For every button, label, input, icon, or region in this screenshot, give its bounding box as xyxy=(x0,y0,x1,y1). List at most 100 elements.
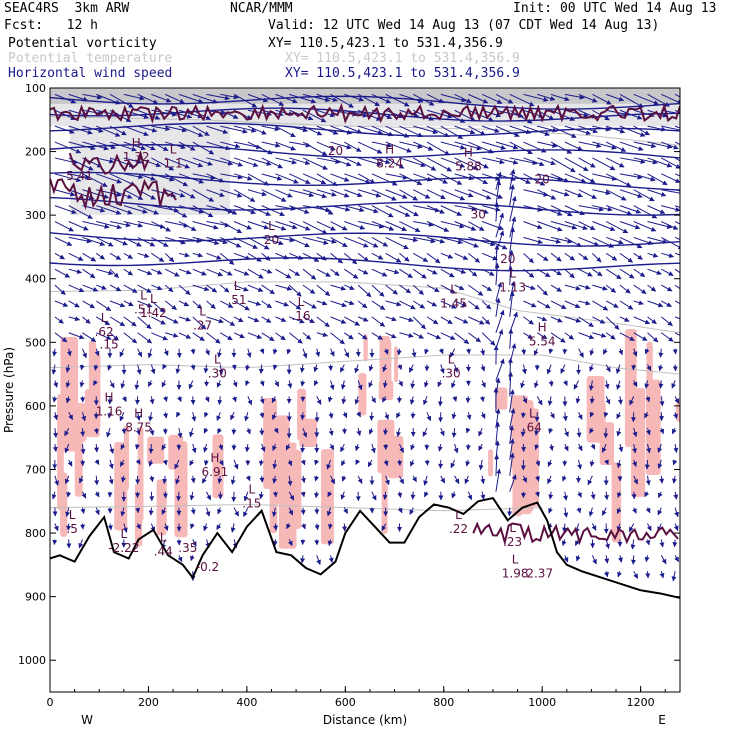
wind-vector xyxy=(619,300,634,310)
wind-vector xyxy=(520,428,526,437)
wind-vector xyxy=(657,443,663,453)
wind-vector xyxy=(399,475,404,485)
wind-vector xyxy=(633,173,656,182)
wind-vector xyxy=(674,189,680,192)
wind-vector xyxy=(661,93,680,105)
wind-vector xyxy=(672,364,678,372)
extremum-value: .27 xyxy=(193,319,212,333)
wind-vector xyxy=(80,443,86,455)
wind-vector xyxy=(220,236,242,248)
wind-vector xyxy=(592,173,618,181)
wind-vector xyxy=(137,300,153,308)
wind-vector xyxy=(120,507,126,517)
wind-speed-contour-0 xyxy=(50,95,680,110)
wind-vector xyxy=(383,348,389,355)
wind-vector xyxy=(344,236,369,248)
wind-vector xyxy=(633,570,639,579)
wind-vector xyxy=(591,523,597,531)
extremum-marker: H xyxy=(464,146,473,160)
wind-vector xyxy=(632,380,638,388)
wind-vector xyxy=(137,268,153,276)
wind-vector xyxy=(563,380,568,387)
wind-vector xyxy=(382,380,388,389)
wind-vector xyxy=(109,173,136,186)
wind-vector xyxy=(412,300,426,309)
wind-vector xyxy=(589,411,595,418)
wind-vector xyxy=(480,475,486,485)
wind-vector xyxy=(508,265,514,286)
wind-vector xyxy=(633,300,644,306)
wind-vector xyxy=(399,141,423,149)
wind-vector xyxy=(399,252,410,262)
wind-vector xyxy=(247,236,270,250)
wind-vector xyxy=(619,93,644,108)
wind-vector xyxy=(537,157,556,166)
wind-vector xyxy=(192,221,219,230)
wind-vector xyxy=(371,268,388,277)
wind-vector xyxy=(233,189,256,202)
extremum-marker: L xyxy=(529,406,536,420)
wind-vector xyxy=(233,173,253,181)
wind-vector xyxy=(385,221,407,232)
wind-vector xyxy=(178,221,197,232)
wind-vector xyxy=(674,157,680,162)
wind-vector xyxy=(674,173,680,177)
pv-contour-2 xyxy=(68,150,150,175)
wind-vector xyxy=(630,539,636,550)
extremum-value: .16 xyxy=(291,309,310,323)
wind-vector xyxy=(289,157,311,166)
wind-vector xyxy=(261,93,285,106)
wind-vector xyxy=(468,125,486,136)
wind-vector xyxy=(151,157,175,171)
wind-vector xyxy=(564,300,581,309)
wind-vector xyxy=(316,221,336,231)
wind-vector xyxy=(316,555,321,566)
wind-vector xyxy=(644,555,650,563)
wind-vector xyxy=(440,300,457,309)
wind-vector xyxy=(673,523,679,531)
extremum-value: 1.1 xyxy=(164,156,183,170)
wind-vector xyxy=(230,523,236,533)
wind-vector xyxy=(408,364,414,373)
wind-vector xyxy=(633,316,651,325)
wind-vector xyxy=(64,475,70,485)
wind-vector xyxy=(399,125,424,138)
wind-vector xyxy=(81,412,87,422)
wind-vector xyxy=(437,396,443,407)
wind-vector xyxy=(547,475,552,485)
wind-vector xyxy=(399,205,419,217)
wind-vector xyxy=(411,348,417,358)
wind-vector xyxy=(122,396,127,403)
wind-vector xyxy=(577,443,583,452)
wind-vector xyxy=(82,268,96,279)
wind-vector xyxy=(218,443,224,451)
wind-vector xyxy=(151,236,169,247)
wind-vector xyxy=(661,284,673,292)
extremum-value: 1.32 xyxy=(123,150,150,164)
wind-vector xyxy=(301,523,306,530)
wind-vector xyxy=(605,316,620,330)
wind-vector xyxy=(619,284,631,294)
wind-vector xyxy=(206,125,229,135)
extremum-value: 1.42 xyxy=(140,306,167,320)
wind-vector xyxy=(136,364,142,375)
wind-vector xyxy=(108,459,114,470)
wind-vector xyxy=(619,332,635,341)
wind-vector xyxy=(616,380,621,390)
wind-vector xyxy=(233,300,250,311)
wind-vector xyxy=(466,348,471,355)
wind-vector xyxy=(135,412,141,421)
wind-vector xyxy=(94,444,100,453)
wind-vector xyxy=(247,284,264,292)
wind-vector xyxy=(385,93,410,107)
wind-vector xyxy=(344,300,355,306)
wind-vector xyxy=(288,507,294,516)
init-time: Init: 00 UTC Wed 14 Aug 13 xyxy=(513,1,717,16)
wind-vector xyxy=(232,380,238,388)
wind-vector xyxy=(661,332,674,342)
wind-vector xyxy=(399,443,404,453)
wind-vector xyxy=(316,141,336,151)
y-tick-label: 200 xyxy=(25,146,46,159)
pv-contours xyxy=(50,102,680,547)
wind-vector xyxy=(206,316,224,324)
